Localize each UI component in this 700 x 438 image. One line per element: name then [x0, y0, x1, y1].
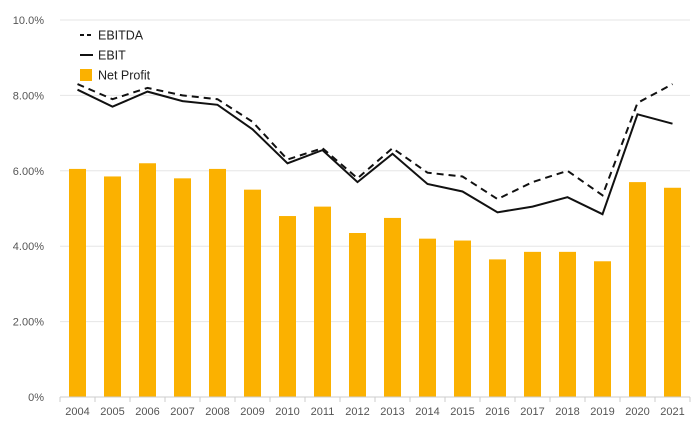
x-tick-label: 2004	[65, 406, 89, 418]
x-tick-label: 2009	[240, 406, 264, 418]
y-tick-label: 2.00%	[13, 317, 44, 329]
x-tick-label: 2014	[415, 406, 439, 418]
legend-label-ebitda: EBITDA	[98, 29, 144, 43]
legend-label-net-profit: Net Profit	[98, 69, 151, 83]
bar-net-profit	[104, 176, 121, 397]
bar-net-profit	[139, 163, 156, 397]
x-tick-label: 2007	[170, 406, 194, 418]
bar-layer	[69, 163, 681, 397]
x-tick-label: 2005	[100, 406, 124, 418]
y-tick-label: 8.00%	[13, 90, 44, 102]
bar-net-profit	[524, 252, 541, 397]
bar-net-profit	[664, 188, 681, 397]
legend-label-ebit: EBIT	[98, 49, 126, 63]
x-tick-label: 2020	[625, 406, 649, 418]
bar-net-profit	[69, 169, 86, 397]
line-layer	[77, 84, 672, 214]
bar-net-profit	[244, 190, 261, 397]
y-tick-label: 6.00%	[13, 166, 44, 178]
x-tick-label: 2015	[450, 406, 474, 418]
legend: EBITDA EBIT Net Profit	[80, 29, 151, 83]
line-ebitda	[78, 84, 673, 199]
bar-net-profit	[559, 252, 576, 397]
bar-net-profit	[419, 239, 436, 397]
line-ebit	[78, 90, 673, 215]
x-tick-label: 2016	[485, 406, 509, 418]
x-tick-label: 2012	[345, 406, 369, 418]
bar-net-profit	[629, 182, 646, 397]
x-tick-label: 2006	[135, 406, 159, 418]
x-tick-label: 2021	[660, 406, 684, 418]
bar-net-profit	[314, 207, 331, 397]
x-tick-label: 2017	[520, 406, 544, 418]
bar-net-profit	[384, 218, 401, 397]
bar-net-profit	[349, 233, 366, 397]
legend-swatch-net-profit	[80, 69, 92, 81]
x-tick-label: 2013	[380, 406, 404, 418]
bar-net-profit	[209, 169, 226, 397]
x-tick-label: 2019	[590, 406, 614, 418]
bar-net-profit	[174, 178, 191, 397]
y-tick-label: 10.0%	[13, 15, 44, 27]
bar-net-profit	[489, 259, 506, 397]
bar-net-profit	[454, 241, 471, 397]
x-tick-label: 2018	[555, 406, 579, 418]
x-tick-label: 2011	[311, 406, 335, 418]
y-tick-label: 4.00%	[13, 241, 44, 253]
y-tick-label: 0%	[28, 392, 44, 404]
bar-net-profit	[594, 261, 611, 397]
x-tick-label: 2010	[275, 406, 299, 418]
x-tick-label: 2008	[205, 406, 229, 418]
bar-net-profit	[279, 216, 296, 397]
